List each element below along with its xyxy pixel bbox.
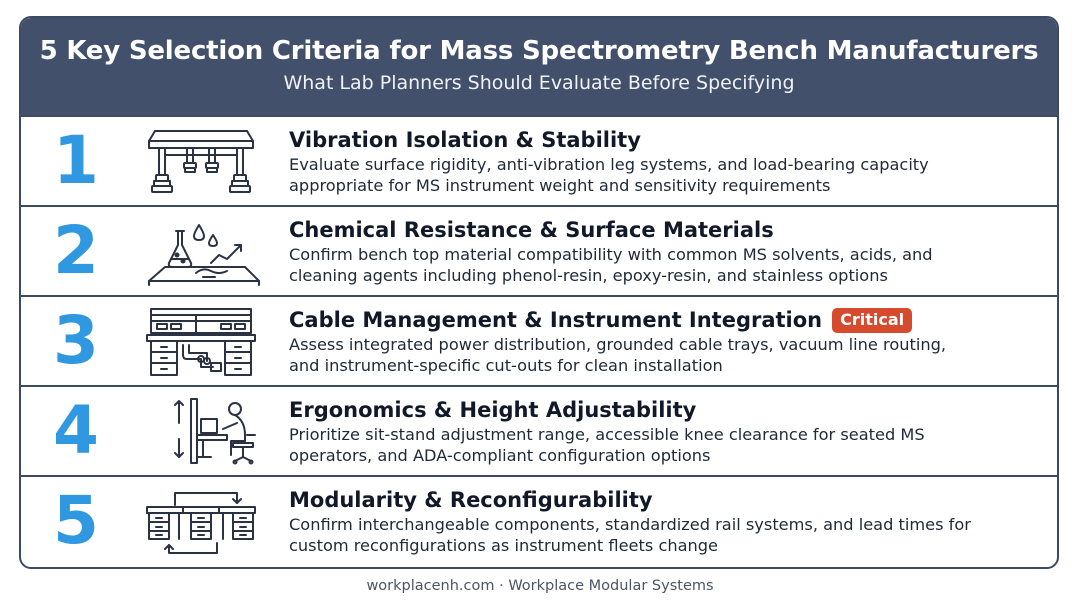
criterion-number: 4 xyxy=(53,392,99,469)
criterion-heading: Modularity & Reconfigurability xyxy=(289,488,653,512)
footer-credit: workplacenh.com · Workplace Modular Syst… xyxy=(366,578,714,594)
criterion-description-line: Assess integrated power distribution, gr… xyxy=(289,335,947,354)
criterion-description-line: Confirm bench top material compatibility… xyxy=(289,245,933,264)
criterion-description-line: and instrument-specific cut-outs for cle… xyxy=(289,356,723,375)
criterion-description-line: operators, and ADA-compliant configurati… xyxy=(289,446,711,465)
criterion-row-5: 5 Modularity & Reconf xyxy=(21,477,1057,567)
criterion-number: 2 xyxy=(53,212,99,289)
criterion-row-2: 2 Chemical Resistance & Surface Material… xyxy=(21,207,1057,297)
criterion-row-3: 3 C xyxy=(21,297,1057,387)
critical-badge: Critical xyxy=(832,307,913,333)
criterion-description-line: Prioritize sit-stand adjustment range, a… xyxy=(289,425,925,444)
criterion-heading: Ergonomics & Height Adjustability xyxy=(289,398,697,422)
criterion-heading: Chemical Resistance & Surface Materials xyxy=(289,218,774,242)
criterion-description-line: Evaluate surface rigidity, anti-vibratio… xyxy=(289,155,929,174)
criterion-description-line: custom reconfigurations as instrument fl… xyxy=(289,536,719,555)
lab-bench-vibration-icon xyxy=(141,125,261,199)
criterion-row-1: 1 Vibration Isolation & Stability Evalua… xyxy=(21,117,1057,207)
criterion-row-4: 4 E xyxy=(21,387,1057,477)
criterion-description-line: appropriate for MS instrument weight and… xyxy=(289,176,831,195)
chemical-flask-surface-icon xyxy=(141,215,261,289)
page-title: 5 Key Selection Criteria for Mass Spectr… xyxy=(39,36,1039,66)
criterion-number: 1 xyxy=(53,122,99,199)
infographic-card: 5 Key Selection Criteria for Mass Spectr… xyxy=(19,16,1059,569)
criterion-description-line: Confirm interchangeable components, stan… xyxy=(289,515,971,534)
criterion-number: 5 xyxy=(53,482,99,559)
criterion-number: 3 xyxy=(53,302,99,379)
page-subtitle: What Lab Planners Should Evaluate Before… xyxy=(283,72,795,94)
modular-reconfigure-icon xyxy=(141,485,261,559)
criterion-heading: Cable Management & Instrument Integratio… xyxy=(289,308,823,332)
criterion-description-line: cleaning agents including phenol-resin, … xyxy=(289,266,888,285)
criterion-heading: Vibration Isolation & Stability xyxy=(289,128,641,152)
header-banner: 5 Key Selection Criteria for Mass Spectr… xyxy=(21,18,1057,117)
bench-cable-management-icon xyxy=(141,305,261,379)
ergonomic-height-adjust-icon xyxy=(141,395,261,469)
